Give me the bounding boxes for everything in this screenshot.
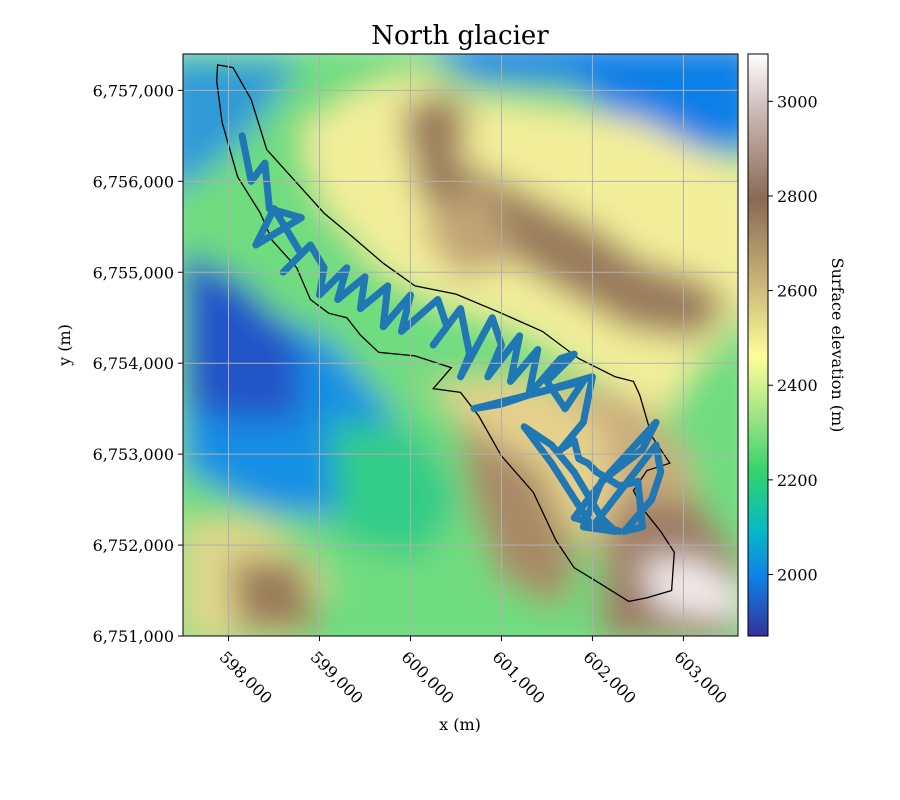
y-axis-label: y (m) <box>55 324 74 367</box>
plot-area: 598,000 599,000 600,000 601,000 602,000 603,0… <box>93 53 739 708</box>
x-tick-label: 601,000 <box>489 647 549 707</box>
plot-frame <box>182 53 739 637</box>
y-axis-ticks: 6,751,000 6,752,000 6,753,000 6,754,000 6,75… <box>93 81 183 646</box>
terrain-ne-deep <box>560 60 738 150</box>
terrain-sw-peak <box>230 560 320 630</box>
y-tick-label: 6,751,000 <box>93 627 174 646</box>
terrain-nw-slope <box>183 60 300 185</box>
terrain-se-peak <box>640 560 738 620</box>
y-tick-label: 6,754,000 <box>93 354 174 373</box>
elevation-heatmap <box>183 54 738 636</box>
terrain-s-ridge <box>460 420 580 610</box>
y-tick-label: 6,757,000 <box>93 81 174 100</box>
colorbar-tick-label: 3000 <box>777 92 818 111</box>
y-tick-label: 6,753,000 <box>93 445 174 464</box>
colorbar-tick-label: 2200 <box>777 471 818 490</box>
terrain-sw-slope <box>330 420 460 560</box>
glacier-outline <box>216 64 675 603</box>
colorbar: 2000 2200 2400 2600 2800 3000 Surface elevati… <box>747 53 847 637</box>
x-tick-label: 603,000 <box>671 647 731 707</box>
terrain-w-deep <box>183 250 300 420</box>
terrain-ne-shoulder <box>420 180 520 280</box>
survey-track-line <box>238 132 665 535</box>
colorbar-tick-label: 2800 <box>777 187 818 206</box>
y-tick-label: 6,755,000 <box>93 263 174 282</box>
x-tick-label: 602,000 <box>580 647 640 707</box>
gridlines <box>183 54 738 636</box>
colorbar-tick-label: 2600 <box>777 282 818 301</box>
y-tick-label: 6,756,000 <box>93 172 174 191</box>
x-tick-label: 598,000 <box>216 647 276 707</box>
colorbar-ticks: 2000 2200 2400 2600 2800 3000 <box>768 92 818 584</box>
chart-title: North glacier <box>371 21 549 51</box>
colorbar-tick-label: 2400 <box>777 376 818 395</box>
x-axis-label: x (m) <box>439 715 481 734</box>
terrain-ne-crest <box>400 90 730 340</box>
colorbar-label: Surface elevation (m) <box>828 258 847 433</box>
x-tick-label: 599,000 <box>307 647 367 707</box>
colorbar-tick-label: 2000 <box>777 565 818 584</box>
colorbar-frame <box>747 53 769 637</box>
x-axis-ticks: 598,000 599,000 600,000 601,000 602,000 603,0… <box>216 636 731 708</box>
x-tick-label: 600,000 <box>398 647 458 707</box>
colorbar-gradient <box>748 54 768 636</box>
y-tick-label: 6,752,000 <box>93 536 174 555</box>
